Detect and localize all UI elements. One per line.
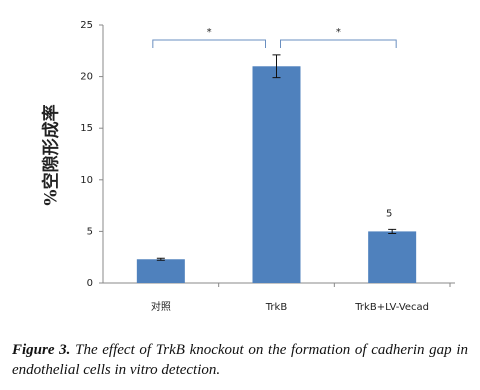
bar: [368, 231, 417, 283]
error-bar: [388, 228, 397, 234]
significance-bracket: [280, 39, 397, 48]
bar: [136, 259, 185, 283]
value-label: 5: [386, 208, 392, 219]
x-tick-label: TrkB+LV-Vecad: [354, 302, 429, 313]
y-tick-label: 5: [87, 226, 93, 237]
figure-caption: Figure 3. The effect of TrkB knockout on…: [12, 340, 468, 380]
x-tick-label: 对照: [151, 300, 171, 313]
significance-label: *: [336, 27, 341, 38]
y-tick-label: 0: [87, 278, 93, 289]
y-tick-label: 10: [80, 175, 93, 186]
caption-text: The effect of TrkB knockout on the forma…: [12, 342, 469, 378]
y-tick-label: 15: [80, 123, 93, 134]
significance-bracket: [152, 39, 266, 48]
y-tick-label: 20: [80, 72, 93, 83]
x-tick-label: TrkB: [265, 302, 288, 313]
significance-label: *: [207, 27, 212, 38]
chart: %空隙形成率 0 5 10 15 20 25 对照 TrkB TrkB+LV-Vecad 5 * *: [41, 20, 455, 313]
error-bar: [156, 257, 165, 261]
caption-label: Figure 3.: [12, 342, 71, 358]
error-bar: [272, 54, 281, 79]
y-tick-label: 25: [80, 20, 93, 31]
y-axis-label: %空隙形成率: [41, 104, 62, 205]
bar: [252, 66, 301, 283]
